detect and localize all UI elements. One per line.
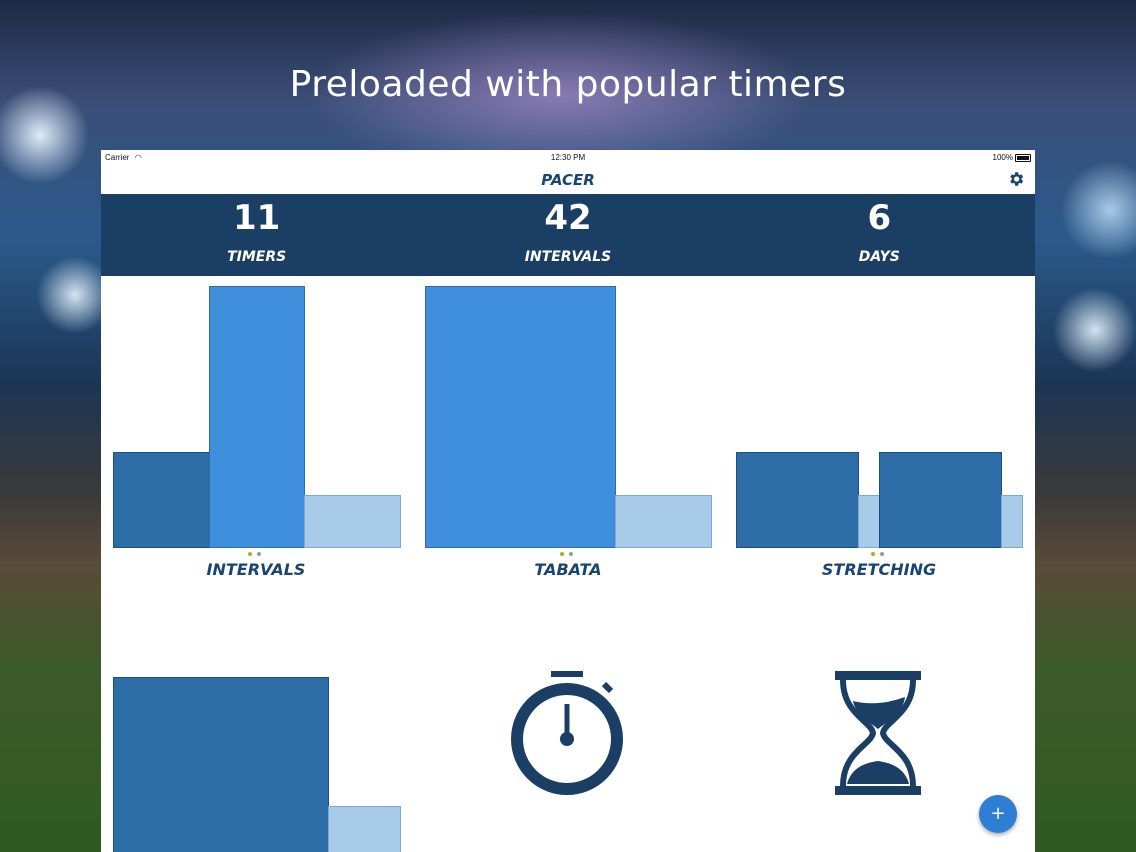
- interval-bar: [858, 495, 880, 548]
- battery-indicator: 100%: [993, 153, 1031, 162]
- page-dots: [560, 552, 573, 556]
- status-bar: Carrier ◠ 12:30 PM 100%: [101, 150, 1035, 166]
- stats-header: 11 TIMERS 42 INTERVALS 6 DAYS: [101, 194, 1035, 276]
- add-timer-button[interactable]: +: [979, 795, 1017, 833]
- stat-value: 6: [867, 198, 892, 238]
- interval-bar: [879, 452, 1002, 548]
- stat-value: 11: [233, 198, 281, 238]
- hourglass-icon[interactable]: [833, 669, 923, 797]
- stat-label: TIMERS: [227, 249, 287, 265]
- interval-bar: [209, 286, 305, 548]
- interval-bar: [113, 677, 329, 852]
- device-screen: Carrier ◠ 12:30 PM 100% PACER 11 TIMERS …: [101, 150, 1035, 852]
- page-dot-active: [871, 552, 875, 556]
- interval-bar: [328, 806, 401, 852]
- wifi-icon: ◠: [134, 153, 142, 162]
- status-time: 12:30 PM: [550, 153, 586, 162]
- carrier-text: Carrier: [105, 153, 130, 162]
- page-dot: [257, 552, 261, 556]
- page-dot: [569, 552, 573, 556]
- nav-bar: PACER: [101, 166, 1035, 194]
- headline: Preloaded with popular timers: [289, 64, 847, 105]
- timer-label: INTERVALS: [206, 560, 306, 579]
- stat-label: INTERVALS: [524, 249, 612, 265]
- app-title: PACER: [541, 171, 595, 189]
- interval-bar: [736, 452, 859, 548]
- stat-days: 6 DAYS: [724, 194, 1035, 276]
- page-dot: [880, 552, 884, 556]
- interval-bar: [1001, 495, 1023, 548]
- stat-label: DAYS: [858, 249, 900, 265]
- battery-icon: [1015, 153, 1031, 162]
- gear-icon[interactable]: [1007, 170, 1025, 188]
- page-dots: [248, 552, 261, 556]
- stat-timers: 11 TIMERS: [101, 194, 412, 276]
- page-dots: [871, 552, 884, 556]
- carrier-label: Carrier ◠: [105, 153, 142, 162]
- stat-value: 42: [544, 198, 592, 238]
- page-dot-active: [560, 552, 564, 556]
- stat-intervals: 42 INTERVALS: [412, 194, 723, 276]
- timer-label: STRETCHING: [821, 560, 937, 579]
- stopwatch-icon[interactable]: [510, 668, 626, 796]
- interval-bar: [113, 452, 210, 548]
- timer-label: TABATA: [534, 560, 602, 579]
- interval-bar: [425, 286, 616, 548]
- battery-text: 100%: [992, 153, 1013, 162]
- interval-bar: [304, 495, 401, 548]
- page-dot-active: [248, 552, 252, 556]
- interval-bar: [615, 495, 712, 548]
